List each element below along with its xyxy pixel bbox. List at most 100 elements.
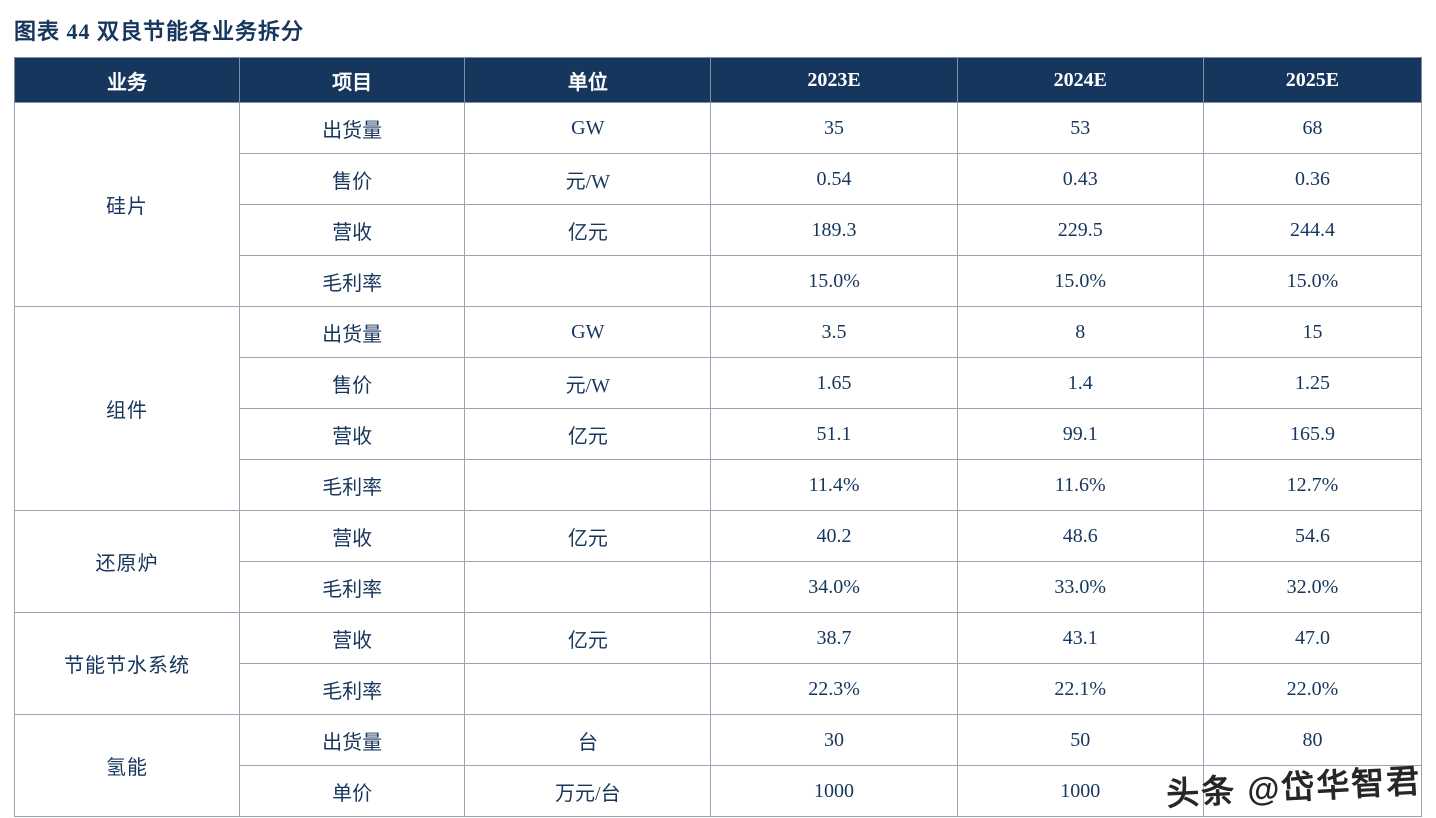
table-row: 还原炉 营收 亿元 40.2 48.6 54.6 — [13, 510, 1423, 613]
item-cell: 出货量 — [239, 306, 466, 358]
value-cell-2023e: 3.5 — [710, 306, 958, 358]
value-cell-2024e: 50 — [956, 714, 1204, 766]
item-cell: 营收 — [239, 612, 466, 664]
value-cell-2025e: 15.0% — [1202, 255, 1423, 307]
item-cell: 售价 — [239, 153, 466, 205]
value-cell-2024e: 48.6 — [956, 510, 1204, 562]
value-cell-2025e: 0.36 — [1202, 153, 1423, 205]
unit-cell — [464, 255, 712, 307]
business-cell: 硅片 — [13, 102, 241, 307]
unit-cell: 元/W — [464, 153, 712, 205]
unit-cell: 亿元 — [464, 408, 712, 460]
item-cell: 毛利率 — [239, 255, 466, 307]
table-row: 组件 出货量 GW 3.5 8 15 — [13, 306, 1423, 511]
value-cell-2024e: 22.1% — [956, 663, 1204, 715]
business-cell: 组件 — [13, 306, 241, 511]
value-cell-2024e: 229.5 — [956, 204, 1204, 256]
table-row: 营收 亿元 51.1 99.1 165.9 — [15, 408, 1423, 460]
value-cell-2024e: 15.0% — [956, 255, 1204, 307]
table-row: 毛利率 11.4% 11.6% 12.7% — [15, 459, 1423, 511]
unit-cell — [464, 561, 712, 613]
item-cell: 出货量 — [239, 714, 466, 766]
value-cell-2023e: 15.0% — [710, 255, 958, 307]
table-row: 营收 亿元 189.3 229.5 244.4 — [15, 204, 1423, 256]
value-cell-2025e: 1.25 — [1202, 357, 1423, 409]
business-cell: 节能节水系统 — [13, 612, 241, 715]
table-row: 节能节水系统 营收 亿元 38.7 43.1 47.0 — [13, 612, 1423, 715]
value-cell-2023e: 51.1 — [710, 408, 958, 460]
value-cell-2025e: 165.9 — [1202, 408, 1423, 460]
value-cell-2025e: 68 — [1202, 102, 1423, 154]
value-cell-2025e: 47.0 — [1202, 612, 1423, 664]
value-cell-2025e: 80 — [1202, 714, 1423, 766]
header-2025e: 2025E — [1202, 57, 1423, 103]
header-business: 业务 — [13, 57, 241, 103]
unit-cell: 亿元 — [464, 510, 712, 562]
value-cell-2025e: 32.0% — [1202, 561, 1423, 613]
value-cell-2023e: 38.7 — [710, 612, 958, 664]
value-cell-2023e: 1000 — [710, 765, 958, 817]
unit-cell: 亿元 — [464, 204, 712, 256]
value-cell-2024e: 43.1 — [956, 612, 1204, 664]
table-header: 业务 项目 单位 2023E 2024E 2025E — [13, 57, 1423, 103]
item-cell: 营收 — [239, 510, 466, 562]
figure-title: 图表 44 双良节能各业务拆分 — [14, 19, 305, 44]
value-cell-2025e — [1202, 765, 1423, 817]
value-cell-2024e: 1.4 — [956, 357, 1204, 409]
table-row: 毛利率 22.3% 22.1% 22.0% — [15, 663, 1423, 715]
unit-cell: GW — [464, 102, 712, 154]
item-cell: 单价 — [239, 765, 466, 817]
unit-cell: 元/W — [464, 357, 712, 409]
table-row: 氢能 出货量台 30 50 80 — [13, 714, 1423, 817]
unit-cell: 台 — [464, 714, 712, 766]
value-cell-2023e: 22.3% — [710, 663, 958, 715]
table-row: 硅片 出货量 GW 35 53 68 — [13, 102, 1423, 307]
item-cell: 毛利率 — [239, 663, 466, 715]
unit-cell — [464, 663, 712, 715]
unit-cell: 亿元 — [464, 612, 712, 664]
value-cell-2025e: 12.7% — [1202, 459, 1423, 511]
business-breakdown-table: 业务 项目 单位 2023E 2024E 2025E 硅片 出货量 GW 35 53 68… — [13, 57, 1423, 817]
header-2023e: 2023E — [710, 57, 958, 103]
value-cell-2025e: 15 — [1202, 306, 1423, 358]
value-cell-2025e: 54.6 — [1202, 510, 1423, 562]
table-body: 硅片 出货量 GW 35 53 68 售价 元/W 0.54 0.43 0.36 营收 亿元 189.3 2… — [13, 102, 1423, 817]
item-cell: 售价 — [239, 357, 466, 409]
value-cell-2025e: 22.0% — [1202, 663, 1423, 715]
value-cell-2024e: 33.0% — [956, 561, 1204, 613]
table-row: 售价 元/W 0.54 0.43 0.36 — [15, 153, 1423, 205]
table-row: 售价 元/W 1.65 1.4 1.25 — [15, 357, 1423, 409]
unit-cell: GW — [464, 306, 712, 358]
item-cell: 毛利率 — [239, 459, 466, 511]
table-row: 毛利率 34.0% 33.0% 32.0% — [15, 561, 1423, 613]
value-cell-2024e: 1000 — [956, 765, 1204, 817]
header-unit: 单位 — [464, 57, 712, 103]
value-cell-2024e: 11.6% — [956, 459, 1204, 511]
item-cell: 营收 — [239, 408, 466, 460]
value-cell-2024e: 8 — [956, 306, 1204, 358]
value-cell-2024e: 53 — [956, 102, 1204, 154]
value-cell-2023e: 0.54 — [710, 153, 958, 205]
value-cell-2023e: 1.65 — [710, 357, 958, 409]
value-cell-2023e: 30 — [710, 714, 958, 766]
header-item: 项目 — [239, 57, 466, 103]
value-cell-2024e: 0.43 — [956, 153, 1204, 205]
item-cell: 营收 — [239, 204, 466, 256]
business-cell: 氢能 — [13, 714, 241, 817]
table-row: 单价 万元/台 1000 1000 — [15, 765, 1423, 817]
header-2024e: 2024E — [956, 57, 1204, 103]
value-cell-2023e: 34.0% — [710, 561, 958, 613]
value-cell-2023e: 189.3 — [710, 204, 958, 256]
business-cell: 还原炉 — [13, 510, 241, 613]
header-row: 业务 项目 单位 2023E 2024E 2025E — [13, 57, 1423, 103]
value-cell-2024e: 99.1 — [956, 408, 1204, 460]
item-cell: 毛利率 — [239, 561, 466, 613]
value-cell-2023e: 35 — [710, 102, 958, 154]
value-cell-2023e: 40.2 — [710, 510, 958, 562]
unit-cell — [464, 459, 712, 511]
unit-cell: 万元/台 — [464, 765, 712, 817]
value-cell-2025e: 244.4 — [1202, 204, 1423, 256]
value-cell-2023e: 11.4% — [710, 459, 958, 511]
item-cell: 出货量 — [239, 102, 466, 154]
